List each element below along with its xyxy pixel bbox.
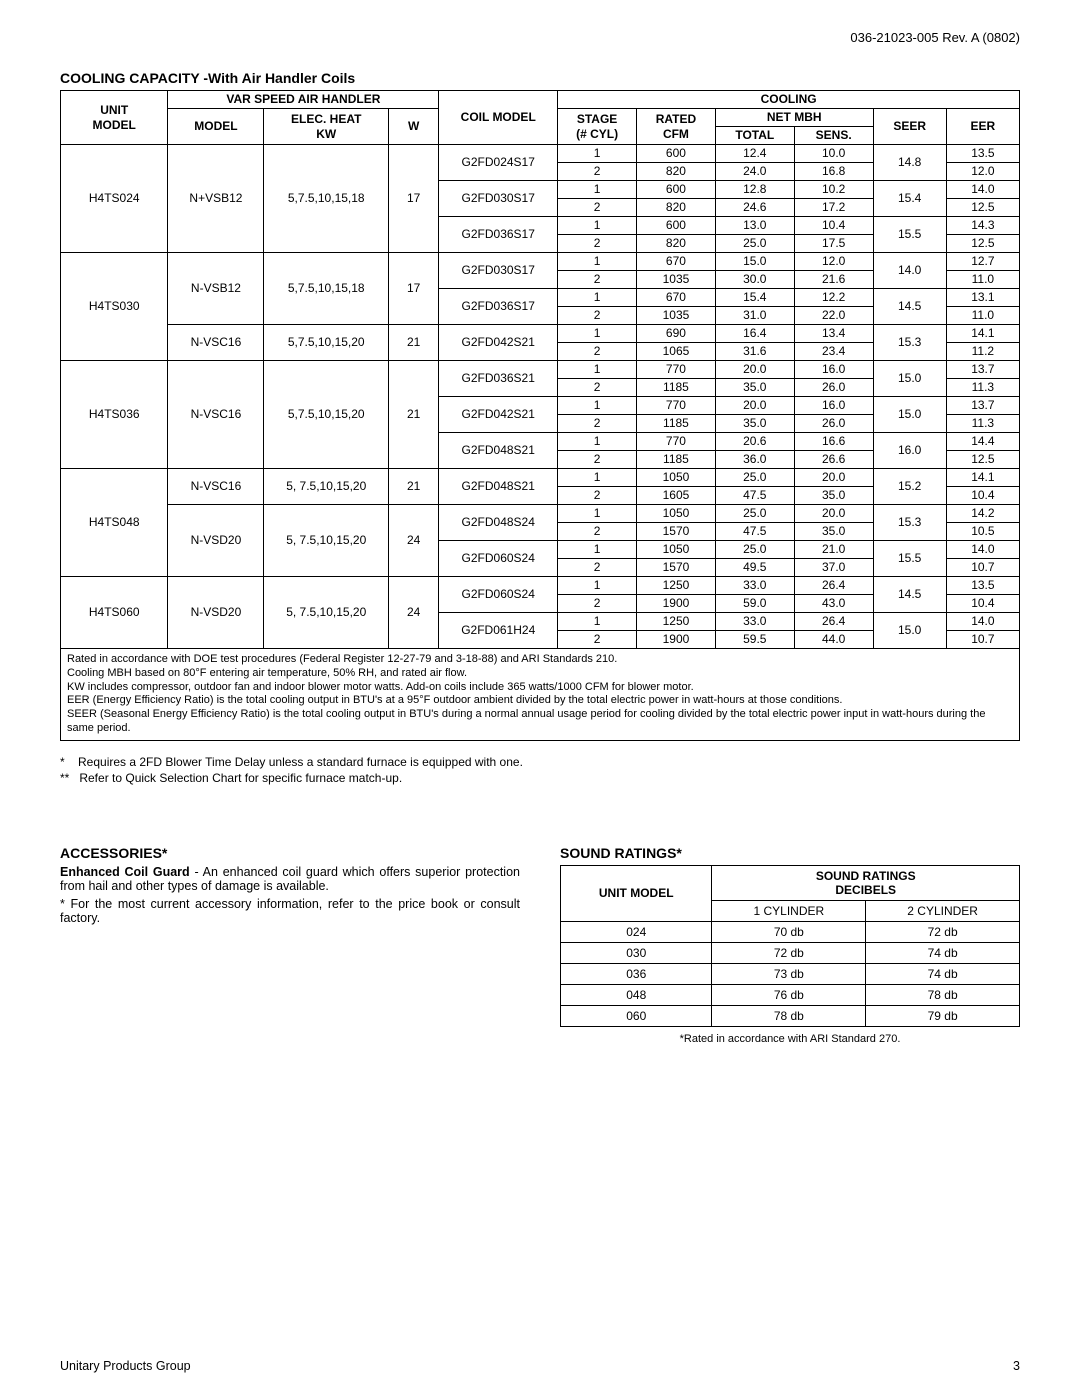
table-row: N-VSD205, 7.5,10,15,2024G2FD048S24110502…: [61, 505, 1020, 523]
table-row: 04876 db78 db: [561, 984, 1020, 1005]
footnote-b: ** Refer to Quick Selection Chart for sp…: [60, 771, 1020, 785]
accessories-body: Enhanced Coil Guard - An enhanced coil g…: [60, 865, 520, 893]
table-row: 03072 db74 db: [561, 942, 1020, 963]
table-row: 02470 db72 db: [561, 921, 1020, 942]
sound-note: *Rated in accordance with ARI Standard 2…: [560, 1033, 1020, 1045]
footnotes: * Requires a 2FD Blower Time Delay unles…: [60, 755, 1020, 785]
accessories-lead: Enhanced Coil Guard: [60, 865, 190, 879]
cooling-table-body: H4TS024N+VSB125,7.5,10,15,1817G2FD024S17…: [61, 145, 1020, 649]
cooling-table: UNITMODELVAR SPEED AIR HANDLERCOIL MODEL…: [60, 90, 1020, 649]
doc-id: 036-21023-005 Rev. A (0802): [850, 30, 1020, 45]
table-row: H4TS030N-VSB125,7.5,10,15,1817G2FD030S17…: [61, 253, 1020, 271]
sound-title: SOUND RATINGS*: [560, 845, 1020, 861]
footer-left: Unitary Products Group: [60, 1359, 191, 1373]
footer-right: 3: [1013, 1359, 1020, 1373]
table-row: H4TS024N+VSB125,7.5,10,15,1817G2FD024S17…: [61, 145, 1020, 163]
accessories-text2: * For the most current accessory informa…: [60, 897, 520, 925]
table-row: H4TS060N-VSD205, 7.5,10,15,2024G2FD060S2…: [61, 577, 1020, 595]
sound-table: UNIT MODELSOUND RATINGSDECIBELS1 CYLINDE…: [560, 865, 1020, 1027]
cooling-table-head: UNITMODELVAR SPEED AIR HANDLERCOIL MODEL…: [61, 91, 1020, 145]
section-title: COOLING CAPACITY -With Air Handler Coils: [60, 70, 1020, 86]
accessories-title: ACCESSORIES*: [60, 845, 520, 861]
table-row: N-VSC165,7.5,10,15,2021G2FD042S21169016.…: [61, 325, 1020, 343]
table-notes: Rated in accordance with DOE test proced…: [60, 649, 1020, 741]
table-row: H4TS048N-VSC165, 7.5,10,15,2021G2FD048S2…: [61, 469, 1020, 487]
table-row: H4TS036N-VSC165,7.5,10,15,2021G2FD036S21…: [61, 361, 1020, 379]
footnote-a: * Requires a 2FD Blower Time Delay unles…: [60, 755, 1020, 769]
table-row: 06078 db79 db: [561, 1005, 1020, 1026]
table-row: 03673 db74 db: [561, 963, 1020, 984]
